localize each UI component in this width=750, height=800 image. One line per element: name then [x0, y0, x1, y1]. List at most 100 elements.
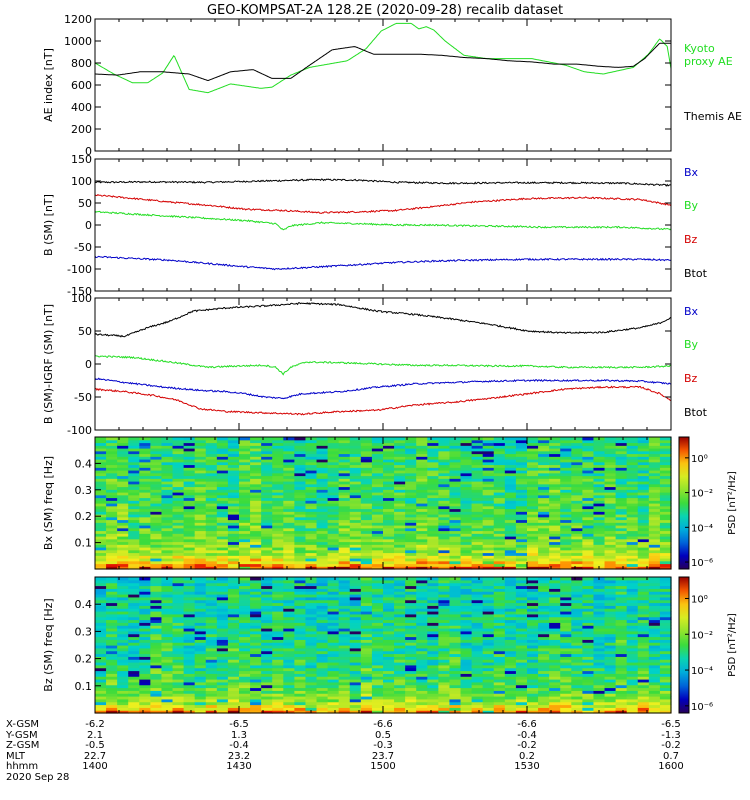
- spectrogram-cell: [183, 497, 196, 501]
- spectrogram-cell: [250, 527, 262, 532]
- spectrogram-cell: [493, 650, 506, 655]
- spectrogram-cell: [527, 439, 539, 444]
- spectrogram-cell: [582, 656, 595, 660]
- spectrogram-cell: [427, 676, 439, 680]
- spectrogram-cell: [460, 437, 473, 441]
- spectrogram-cell: [471, 519, 484, 523]
- spectrogram-cell: [527, 690, 539, 694]
- spectrogram-cell: [283, 670, 295, 674]
- spectrogram-cell: [216, 541, 229, 545]
- spectrogram-cell: [405, 585, 417, 589]
- spectrogram-cell: [239, 667, 251, 672]
- spectrogram-cell: [405, 577, 417, 581]
- spectrogram-cell: [538, 636, 550, 640]
- spectrogram-cell: [493, 670, 506, 674]
- spectrogram-cell: [316, 483, 329, 488]
- spectrogram-cell: [327, 538, 340, 543]
- spectrogram-cell: [128, 516, 140, 521]
- spectrogram-cell: [128, 492, 140, 496]
- spectrogram-cell: [582, 667, 595, 672]
- spectrogram-cell: [527, 552, 539, 556]
- spectrogram-cell: [648, 522, 661, 526]
- spectrogram-cell: [139, 511, 151, 515]
- spectrogram-cell: [360, 508, 373, 512]
- spectrogram-cell: [294, 450, 307, 455]
- spectrogram-cell: [261, 453, 273, 457]
- spectrogram-cell: [250, 439, 262, 444]
- spectrogram-cell: [515, 681, 528, 686]
- spectrogram-cell: [139, 696, 151, 700]
- spectrogram-cell: [183, 639, 196, 643]
- spectrogram-cell: [560, 516, 572, 521]
- spectrogram-cell: [205, 667, 218, 672]
- spectrogram-cell: [538, 464, 550, 468]
- spectrogram-cell: [549, 530, 561, 534]
- spectrogram-cell: [95, 536, 107, 540]
- spectrogram-cell: [272, 613, 284, 618]
- spectrogram-cell: [294, 676, 307, 680]
- spectrogram-cell: [128, 511, 140, 515]
- spectrogram-cell: [383, 478, 395, 482]
- spectrogram-cell: [659, 467, 672, 471]
- spectrogram-cell: [139, 608, 151, 612]
- spectrogram-cell: [194, 489, 207, 493]
- spectrogram-cell: [283, 525, 295, 529]
- spectrogram-cell: [106, 549, 118, 554]
- spectrogram-cell: [427, 628, 439, 632]
- spectrogram-cell: [227, 552, 240, 556]
- spectrogram-cell: [194, 681, 207, 686]
- spectrogram-cell: [416, 645, 428, 649]
- spectrogram-cell: [205, 461, 218, 466]
- spectrogram-cell: [471, 687, 484, 691]
- spectrogram-cell: [571, 670, 583, 674]
- spectrogram-cell: [327, 486, 340, 490]
- spectrogram-cell: [227, 464, 240, 468]
- spectrogram-cell: [527, 704, 539, 708]
- spectrogram-cell: [604, 500, 617, 504]
- spectrogram-cell: [493, 619, 506, 623]
- spectrogram-cell: [338, 662, 351, 666]
- spectrogram-cell: [571, 636, 583, 640]
- spectrogram-cell: [527, 456, 539, 460]
- spectrogram-cell: [571, 525, 583, 529]
- spectrogram-cell: [294, 681, 307, 686]
- spectrogram-cell: [394, 549, 406, 554]
- spectrogram-cell: [637, 492, 650, 496]
- spectrogram-cell: [560, 588, 572, 592]
- spectrogram-cell: [205, 630, 218, 635]
- spectrogram-cell: [504, 558, 517, 562]
- spectrogram-cell: [283, 656, 295, 660]
- spectrogram-cell: [637, 541, 650, 545]
- spectrogram-cell: [194, 599, 207, 604]
- spectrogram-cell: [150, 508, 163, 512]
- spectrogram-cell: [305, 519, 318, 523]
- spectrogram-cell: [527, 591, 539, 595]
- spectrogram-cell: [283, 701, 295, 706]
- spectrogram-cell: [427, 472, 439, 477]
- spectrogram-cell: [405, 579, 417, 584]
- spectrogram-cell: [239, 525, 251, 529]
- spectrogram-cell: [272, 579, 284, 584]
- spectrogram-cell: [194, 453, 207, 457]
- spectrogram-cell: [394, 596, 406, 601]
- spectrogram-cell: [239, 619, 251, 623]
- spectrogram-cell: [338, 676, 351, 680]
- spectrogram-cell: [427, 453, 439, 457]
- spectrogram-cell: [294, 579, 307, 584]
- spectrogram-cell: [371, 547, 384, 551]
- spectrogram-cell: [582, 519, 595, 523]
- spectrogram-cell: [194, 552, 207, 556]
- spectrogram-cell: [161, 664, 174, 669]
- spectrogram-cell: [161, 676, 174, 680]
- spectrogram-cell: [394, 566, 406, 570]
- spectrogram-cell: [593, 514, 606, 518]
- spectrogram-cell: [283, 544, 295, 548]
- spectrogram-cell: [538, 628, 550, 632]
- spectrogram-cell: [416, 591, 428, 595]
- spectrogram-cell: [283, 679, 295, 683]
- spectrogram-cell: [95, 662, 107, 666]
- spectrogram-cell: [117, 582, 129, 587]
- spectrogram-cell: [316, 664, 329, 669]
- spectrogram-cell: [427, 645, 439, 649]
- spectrogram-cell: [626, 470, 639, 474]
